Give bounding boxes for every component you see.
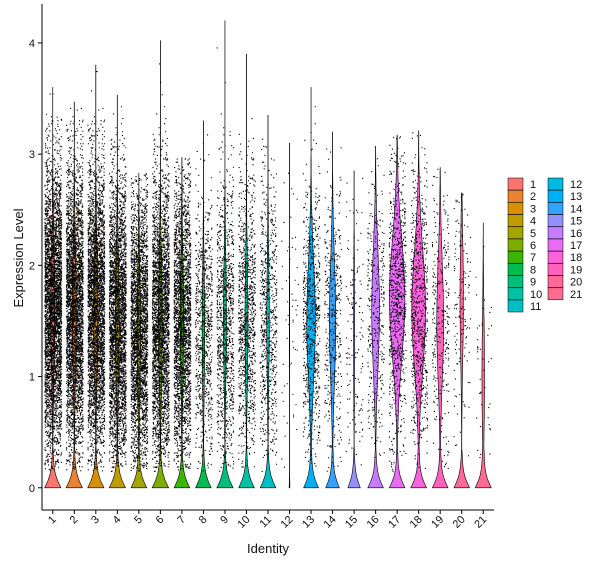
points-11 (259, 138, 278, 473)
legend-label: 20 (570, 277, 582, 289)
x-tick-label: 1 (46, 514, 59, 527)
legend-label: 19 (570, 264, 582, 276)
x-tick-label: 16 (365, 514, 382, 531)
y-axis-title: Expression Level (11, 208, 26, 307)
legend-label: 5 (530, 228, 536, 240)
legend-label: 17 (570, 240, 582, 252)
violin-20 (453, 192, 470, 489)
legend-item-14: 14 (547, 202, 582, 215)
violin-21 (474, 222, 492, 489)
legend-label: 15 (570, 216, 582, 228)
points-12 (281, 172, 299, 468)
legend-label: 11 (530, 301, 541, 313)
legend-item-6: 6 (507, 238, 536, 252)
legend-item-2: 2 (507, 189, 536, 203)
x-tick-label: 7 (175, 514, 188, 527)
legend-item-10: 10 (507, 287, 542, 301)
y-tick-label: 3 (29, 149, 35, 161)
legend-label: 14 (570, 203, 582, 215)
x-axis-title: Identity (247, 541, 289, 556)
legend-item-21: 21 (547, 287, 582, 301)
legend-item-3: 3 (507, 202, 536, 215)
violin-8 (195, 120, 212, 489)
legend-label: 9 (530, 277, 536, 289)
legend-item-15: 15 (547, 214, 582, 228)
legend-item-1: 1 (507, 177, 536, 191)
legend-item-4: 4 (507, 214, 536, 228)
violin-13 (303, 87, 319, 489)
x-tick-label: 10 (235, 514, 252, 531)
points-7 (173, 158, 192, 471)
points-19 (431, 168, 450, 470)
x-tick-label: 6 (154, 514, 167, 527)
legend-item-5: 5 (507, 226, 536, 240)
x-tick-label: 11 (258, 514, 275, 531)
x-tick-label: 15 (343, 514, 360, 531)
y-tick-label: 4 (29, 38, 35, 50)
points-10 (238, 118, 256, 468)
legend-label: 12 (570, 179, 582, 191)
x-tick-label: 9 (218, 514, 231, 527)
x-tick-label: 14 (322, 514, 339, 531)
x-tick-label: 8 (197, 514, 210, 527)
violin-19 (431, 167, 449, 489)
violin-9 (216, 20, 234, 489)
x-tick-label: 3 (89, 514, 102, 527)
points-4 (108, 106, 127, 472)
legend-label: 6 (530, 240, 536, 252)
points-9 (216, 47, 235, 472)
x-tick-label: 5 (132, 514, 145, 527)
legend-label: 13 (570, 191, 582, 203)
legend-label: 16 (570, 228, 582, 240)
points-3 (87, 71, 106, 472)
legend-label: 18 (570, 252, 582, 264)
x-tick-label: 17 (386, 514, 403, 531)
x-tick-label: 18 (408, 514, 425, 531)
x-tick-label: 12 (278, 514, 295, 531)
legend-item-19: 19 (547, 263, 582, 276)
violin-15 (347, 170, 361, 489)
x-tick-label: 2 (68, 514, 81, 527)
legend-label: 3 (530, 203, 536, 215)
points-14 (324, 147, 342, 472)
legend-item-17: 17 (547, 238, 582, 252)
legend-label: 4 (530, 216, 536, 228)
y-tick-label: 2 (29, 260, 35, 272)
legend-label: 8 (530, 264, 536, 276)
x-tick-label: 19 (429, 514, 446, 531)
y-tick-label: 0 (29, 483, 35, 495)
legend-item-7: 7 (507, 250, 536, 264)
legend-label: 7 (530, 252, 536, 264)
legend-item-20: 20 (547, 275, 582, 289)
legend-item-18: 18 (547, 250, 582, 264)
x-tick-label: 21 (472, 514, 489, 531)
points-13 (302, 106, 321, 467)
legend-item-16: 16 (547, 226, 582, 240)
legend-item-13: 13 (547, 189, 582, 203)
violin-12 (288, 142, 291, 489)
x-tick-label: 20 (451, 514, 468, 531)
legend-label: 10 (530, 289, 542, 301)
legend-item-11: 11 (507, 299, 541, 313)
legend-label: 21 (570, 289, 582, 301)
y-tick-label: 1 (29, 372, 35, 384)
points-6 (152, 63, 170, 473)
points-8 (195, 134, 213, 472)
points-5 (130, 173, 149, 472)
legend-label: 2 (530, 191, 536, 203)
legend-item-8: 8 (507, 263, 536, 276)
points-15 (345, 177, 364, 466)
points-layer (44, 47, 493, 473)
legend-item-12: 12 (547, 177, 582, 191)
points-2 (65, 107, 84, 472)
points-17 (388, 136, 407, 472)
legend-item-9: 9 (507, 275, 536, 289)
points-16 (367, 158, 385, 458)
legend-label: 1 (530, 179, 536, 191)
points-1 (44, 93, 63, 472)
x-tick-label: 13 (300, 514, 317, 531)
x-tick-label: 4 (111, 514, 124, 527)
